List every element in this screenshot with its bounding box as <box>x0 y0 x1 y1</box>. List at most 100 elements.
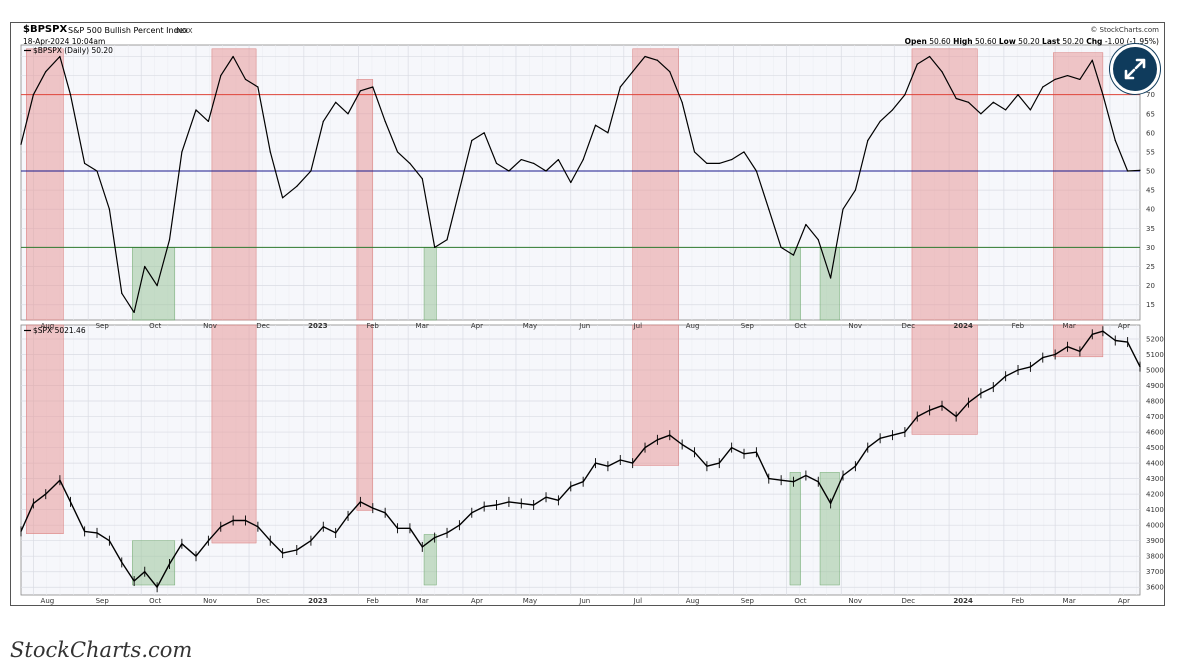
data-point <box>693 151 696 153</box>
y-tick-label: 55 <box>1146 148 1155 156</box>
y-tick-label: 4900 <box>1146 382 1164 390</box>
x-tick-label: Nov <box>848 597 862 605</box>
data-point <box>220 74 222 77</box>
data-point <box>980 113 982 115</box>
data-point <box>1114 339 1116 342</box>
x-tick-label: Apr <box>471 597 483 605</box>
data-point <box>1091 59 1093 61</box>
y-tick-label: 4600 <box>1146 429 1164 437</box>
data-point <box>755 451 757 453</box>
data-point <box>731 158 733 161</box>
data-point <box>232 55 234 58</box>
x-tick-label: May <box>523 597 537 605</box>
x-tick-label: Oct <box>149 322 161 330</box>
data-point <box>244 78 247 80</box>
high-value: 50.60 <box>975 37 997 46</box>
data-point <box>359 90 362 92</box>
y-tick-label: 4100 <box>1146 506 1164 514</box>
data-point <box>195 109 197 111</box>
data-point <box>45 493 47 495</box>
data-point <box>45 71 47 73</box>
data-point <box>1042 86 1044 88</box>
data-point <box>929 409 931 411</box>
data-point <box>69 94 72 96</box>
data-point <box>384 512 386 514</box>
data-point <box>718 462 720 464</box>
data-point <box>607 132 609 134</box>
bpspx-panel-title: $BPSPX (Daily) 50.20 <box>33 46 113 55</box>
y-tick-label: 65 <box>1146 110 1155 118</box>
data-point <box>421 178 423 180</box>
copyright-label: © StockCharts.com <box>1090 26 1159 34</box>
oversold-zone-top <box>819 247 840 321</box>
data-point <box>1127 170 1129 172</box>
y-tick-label: 60 <box>1146 129 1155 137</box>
data-point <box>545 496 547 498</box>
y-tick-label: 4400 <box>1146 460 1164 468</box>
data-point <box>20 143 22 145</box>
data-point <box>69 501 72 503</box>
data-point <box>992 101 994 103</box>
x-tick-label: Feb <box>1012 322 1025 330</box>
data-point <box>955 415 957 418</box>
overbought-zone-bottom <box>26 324 64 534</box>
y-tick-label: 15 <box>1146 301 1155 309</box>
data-point <box>1091 333 1093 335</box>
oversold-zone-bottom <box>789 472 801 586</box>
data-point <box>257 526 259 528</box>
x-tick-label: Dec <box>902 322 916 330</box>
data-point <box>508 501 510 503</box>
x-tick-label: Apr <box>471 322 483 330</box>
chart-frame: 1520253035404550556065707580AugSepOctNov… <box>10 22 1165 606</box>
x-tick-label: Oct <box>794 322 806 330</box>
x-tick-label: Sep <box>96 597 110 605</box>
data-point <box>168 563 171 565</box>
data-point <box>632 71 634 73</box>
data-point <box>681 443 683 446</box>
data-point <box>582 158 584 161</box>
data-point <box>980 392 982 394</box>
x-tick-label: Aug <box>686 597 700 605</box>
data-point <box>830 502 832 505</box>
data-point <box>133 580 135 582</box>
x-tick-label: Jun <box>578 322 590 330</box>
x-tick-label: Jul <box>633 322 643 330</box>
data-point <box>1079 350 1081 352</box>
data-point <box>220 526 222 528</box>
overbought-zone-bottom <box>211 324 257 544</box>
open-label: Open <box>904 37 927 46</box>
expand-button[interactable] <box>1110 44 1160 94</box>
x-tick-label: Mar <box>416 597 429 605</box>
data-point <box>904 431 906 433</box>
ticker-symbol: $BPSPX <box>23 24 68 35</box>
data-point <box>282 552 284 554</box>
data-point <box>144 571 146 573</box>
y-tick-label: 5000 <box>1146 367 1164 375</box>
expand-arrows-icon <box>1124 58 1146 80</box>
x-tick-label: Jun <box>578 597 590 605</box>
index-name: S&P 500 Bullish Percent Index <box>68 26 189 35</box>
y-tick-label: 4300 <box>1146 475 1164 483</box>
data-point <box>322 526 324 528</box>
data-point <box>842 208 844 210</box>
data-point <box>282 197 284 199</box>
data-point <box>817 481 819 483</box>
overbought-zone-bottom <box>911 324 978 435</box>
x-tick-label: Apr <box>1118 597 1130 605</box>
high-label: High <box>953 37 973 46</box>
data-point <box>396 527 399 529</box>
y-tick-label: 4500 <box>1146 444 1164 452</box>
data-point <box>619 86 621 88</box>
data-point <box>1139 169 1141 171</box>
data-point <box>681 101 683 103</box>
data-point <box>1102 330 1104 332</box>
data-point <box>780 246 782 249</box>
data-point <box>967 401 970 404</box>
data-point <box>446 532 448 534</box>
data-point <box>156 586 158 588</box>
data-point <box>656 439 658 441</box>
data-point <box>207 120 209 122</box>
data-point <box>743 453 745 455</box>
data-point <box>1079 78 1081 80</box>
data-point <box>533 504 535 506</box>
